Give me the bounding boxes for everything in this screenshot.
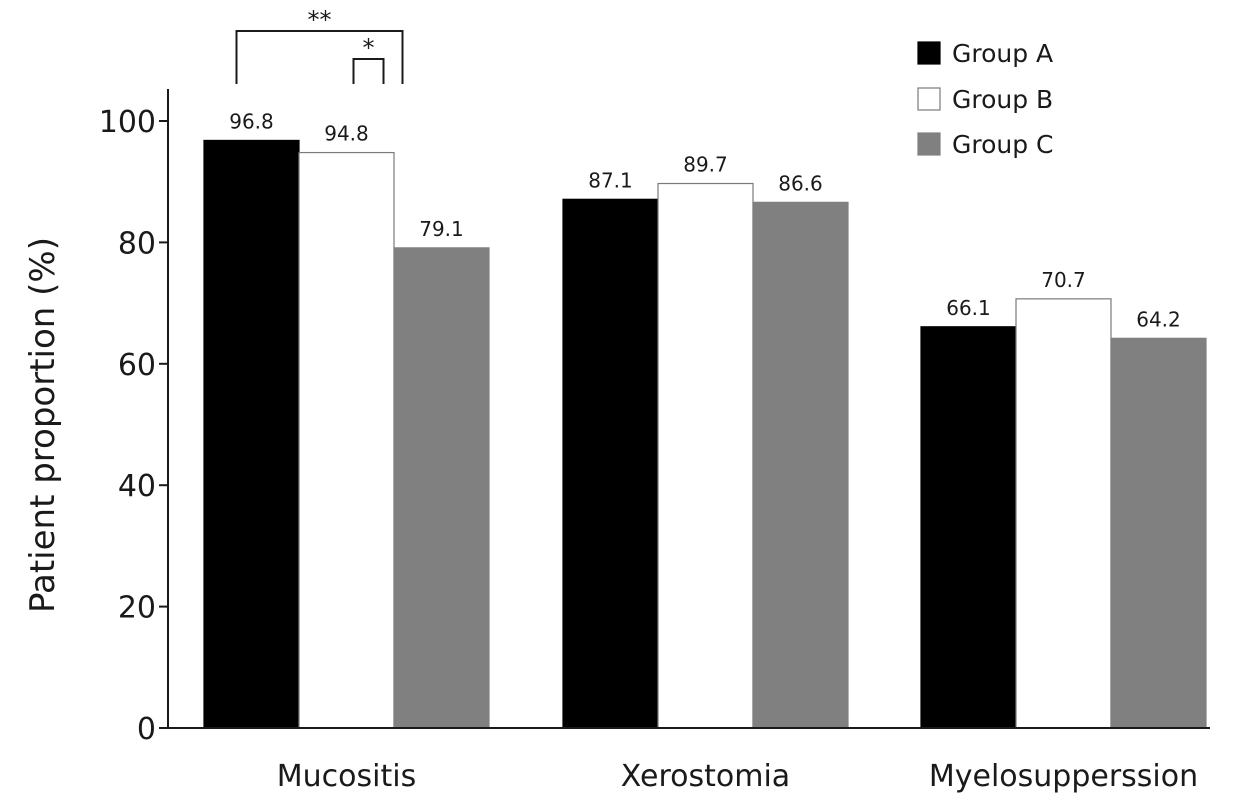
significance-bracket-2 (352, 58, 385, 84)
bar-myelosupperssion-group-a (920, 326, 1017, 729)
legend-swatch-group-a (917, 41, 941, 65)
y-tick-label-100: 100 (99, 105, 156, 140)
data-label-mucositis-group-b: 94.8 (324, 122, 369, 146)
bar-myelosupperssion-group-b (1015, 298, 1112, 729)
bar-mucositis-group-c (393, 247, 490, 729)
bar-mucositis-group-b (298, 151, 395, 729)
bar-xerostomia-group-a (562, 198, 659, 729)
legend: Group A Group B Group C (917, 39, 1054, 159)
data-label-myelosupperssion-group-c: 64.2 (1136, 307, 1181, 331)
data-label-mucositis-group-a: 96.8 (229, 109, 274, 133)
legend-label-group-a: Group A (952, 39, 1053, 68)
category-label-myelosupperssion: Myelosupperssion (929, 759, 1198, 794)
legend-swatch-group-b (917, 87, 941, 111)
bars-layer (203, 139, 1207, 729)
y-tick-label-80: 80 (118, 226, 156, 261)
data-label-xerostomia-group-b: 89.7 (683, 153, 728, 177)
data-label-xerostomia-group-c: 86.6 (778, 171, 823, 195)
data-label-myelosupperssion-group-a: 66.1 (946, 296, 991, 320)
y-tick-label-0: 0 (137, 712, 156, 747)
y-tick-label-20: 20 (118, 591, 156, 626)
data-labels: 96.8 94.8 79.1 87.1 89.7 86.6 66.1 70.7 64.2 (229, 109, 1181, 331)
bar-mucositis-group-a (203, 139, 300, 729)
category-label-xerostomia: Xerostomia (621, 759, 790, 794)
significance-bracket-1 (235, 30, 404, 84)
legend-label-group-b: Group B (952, 85, 1053, 114)
significance-mark-2: * (363, 34, 375, 62)
bar-myelosupperssion-group-c (1110, 337, 1207, 729)
data-label-mucositis-group-c: 79.1 (419, 217, 464, 241)
y-axis: 0 20 40 60 80 100 (99, 89, 169, 747)
y-tick-label-40: 40 (118, 469, 156, 504)
bar-xerostomia-group-c (752, 201, 849, 729)
legend-swatch-group-c (917, 132, 941, 156)
y-axis-title: Patient proportion (%) (23, 237, 63, 613)
significance-mark-1: ** (308, 6, 332, 34)
legend-label-group-c: Group C (952, 130, 1054, 159)
data-label-myelosupperssion-group-b: 70.7 (1041, 268, 1086, 292)
category-label-mucositis: Mucositis (277, 759, 416, 794)
y-tick-label-60: 60 (118, 348, 156, 383)
significance-brackets: *** (235, 6, 404, 84)
bar-xerostomia-group-b (657, 182, 754, 729)
data-label-xerostomia-group-a: 87.1 (588, 168, 633, 192)
x-axis: Mucositis Xerostomia Myelosupperssion (167, 727, 1210, 794)
